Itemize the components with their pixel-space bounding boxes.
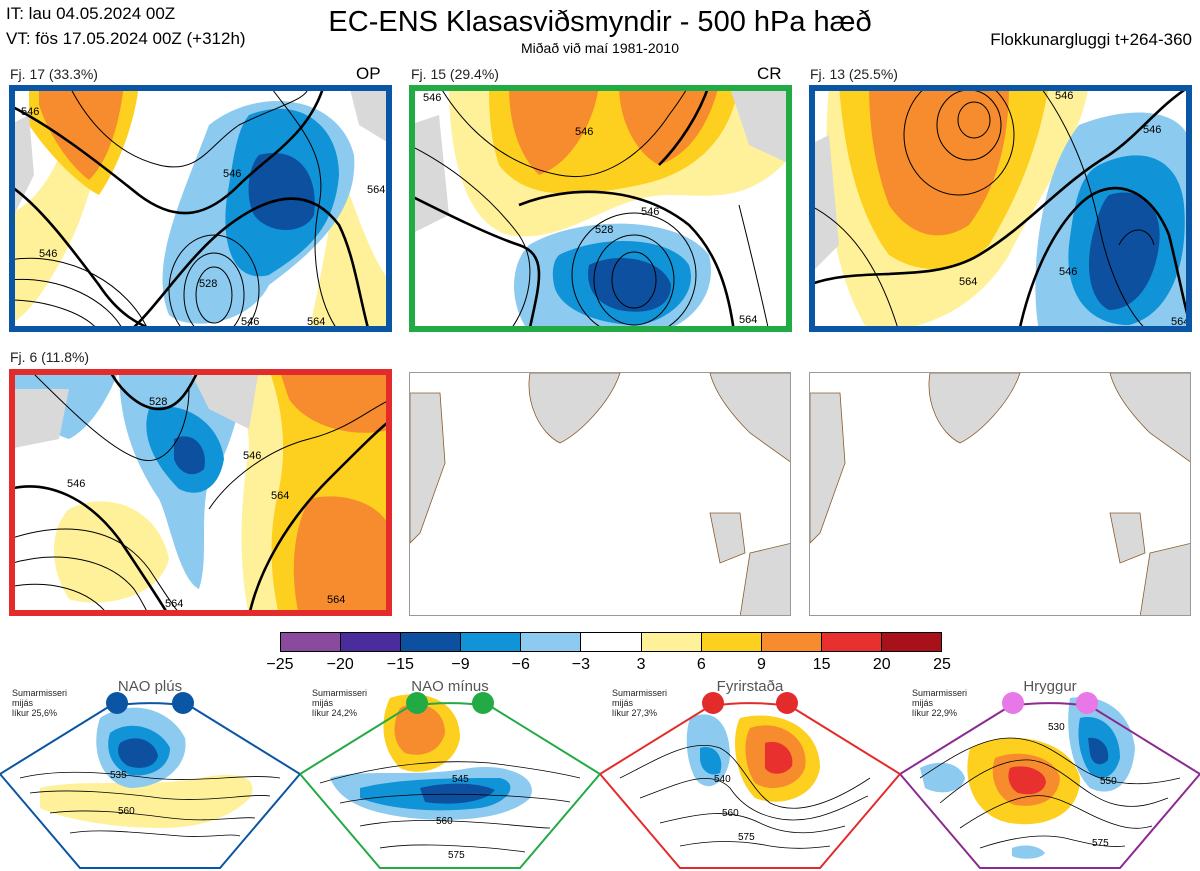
regime-title: Fyrirstaða [716, 678, 784, 695]
contour-label: 564 [959, 276, 977, 288]
contour-label: 528 [149, 396, 167, 408]
colorbar-swatch [701, 633, 762, 651]
colorbar-swatch [461, 633, 522, 651]
contour-label: 546 [223, 168, 241, 180]
contour-label: 540 [714, 774, 731, 785]
cluster-map-4: 528 546 546 564 564 564 [9, 369, 392, 616]
regime-note: Sumarmisseri mijás líkur 22,9% [912, 688, 968, 718]
colorbar-tick-label: −9 [451, 656, 470, 673]
climatology-subtitle: Miðað við maí 1981-2010 [521, 40, 679, 56]
contour-label: 546 [1055, 90, 1073, 102]
contour-label: 530 [1048, 722, 1065, 733]
contour-label: 550 [1100, 776, 1117, 787]
regime-blocking: 540 560 575 Fyrirstaða Sumarmisseri mijás… [600, 678, 900, 871]
regime-note: Sumarmisseri mijás líkur 27,3% [612, 688, 668, 718]
cluster-label-3: Fj. 13 (25.5%) [810, 66, 898, 82]
contour-label: 546 [67, 478, 85, 490]
contour-label: 546 [423, 92, 441, 104]
contour-label: 575 [738, 832, 755, 843]
contour-label: 560 [118, 806, 135, 817]
colorbar-tick-label: 15 [812, 656, 831, 673]
colorbar-swatch [521, 633, 582, 651]
regime-title: Hryggur [1023, 678, 1077, 695]
regime-dot-right [472, 692, 494, 714]
cluster-map-3: 546 546 564 546 564 [809, 85, 1192, 332]
colorbar-tick-label: −20 [326, 656, 354, 673]
contour-label: 546 [243, 450, 261, 462]
colorbar-tick-label: 3 [636, 656, 646, 673]
colorbar-swatch [401, 633, 462, 651]
colorbar-tick-label: −25 [266, 656, 294, 673]
contour-label: 528 [199, 278, 217, 290]
colorbar-tick-label: 20 [872, 656, 891, 673]
colorbar-tick-label: 25 [933, 656, 951, 673]
colorbar-tick-label: 6 [696, 656, 706, 673]
colorbar-swatch [821, 633, 882, 651]
cluster-tag-2: CR [757, 64, 782, 83]
anomaly-colorbar [280, 632, 942, 652]
contour-label: 546 [39, 248, 57, 260]
colorbar-swatch [581, 633, 642, 651]
contour-label: 575 [448, 850, 465, 861]
regime-ridge: 530 550 575 Hryggur Sumarmisseri mijás lík… [900, 678, 1200, 871]
colorbar-swatch [641, 633, 702, 651]
regime-dot-left [106, 692, 128, 714]
regime-dot-left [1002, 692, 1024, 714]
colorbar-tick-label: 9 [757, 656, 766, 673]
regime-note: Sumarmisseri mijás líkur 24,2% [312, 688, 368, 718]
regime-dot-left [702, 692, 724, 714]
colorbar-swatch [881, 633, 942, 651]
contour-label: 564 [307, 316, 325, 328]
contour-label: 546 [575, 126, 593, 138]
initial-time: IT: lau 04.05.2024 00Z [6, 4, 176, 23]
contour-label: 546 [641, 206, 659, 218]
colorbar-swatch [281, 633, 342, 651]
contour-label: 528 [595, 224, 613, 236]
contour-label: 546 [21, 106, 39, 118]
cluster-map-1: 546 546 564 528 546 564 546 [9, 85, 392, 332]
contour-label: 535 [110, 770, 127, 781]
contour-label: 560 [436, 816, 453, 827]
colorbar-tick-label: −15 [386, 656, 414, 673]
contour-label: 564 [327, 594, 345, 606]
cluster-map-2: 546 546 528 546 564 [409, 85, 792, 332]
cluster-tag-1: OP [356, 64, 381, 83]
contour-label: 546 [241, 316, 259, 328]
regime-dot-right [172, 692, 194, 714]
valid-time: VT: fös 17.05.2024 00Z (+312h) [6, 29, 246, 48]
contour-label: 564 [165, 598, 183, 610]
regime-title: NAO mínus [411, 678, 489, 695]
colorbar-tick-label: −6 [511, 656, 530, 673]
regime-note: Sumarmisseri mijás líkur 25,6% [12, 688, 68, 718]
contour-label: 575 [1092, 838, 1109, 849]
contour-label: 564 [271, 490, 289, 502]
colorbar-swatch [761, 633, 822, 651]
regime-dot-left [406, 692, 428, 714]
contour-label: 564 [739, 314, 757, 326]
empty-map-6 [809, 372, 1191, 616]
regime-title: NAO plús [117, 678, 183, 695]
regime-nao-plus: 535 560 NAO plús Sumarmisseri mijás líkur … [0, 678, 300, 871]
colorbar-swatch [341, 633, 402, 651]
colorbar-tick-label: −3 [571, 656, 591, 673]
contour-label: 545 [452, 774, 469, 785]
page-title: EC-ENS Klasasviðsmyndir - 500 hPa hæð [328, 6, 872, 38]
regime-dot-right [1076, 692, 1098, 714]
regime-nao-minus: 545 560 575 NAO mínus Sumarmisseri mijás l… [300, 678, 600, 871]
cluster-label-1: Fj. 17 (33.3%) [10, 66, 98, 82]
empty-map-5 [409, 372, 791, 616]
contour-label: 546 [1143, 124, 1161, 136]
contour-label: 546 [1059, 266, 1077, 278]
cluster-label-4: Fj. 6 (11.8%) [10, 349, 90, 365]
classification-window: Flokkunargluggi t+264-360 [990, 30, 1192, 49]
cluster-label-2: Fj. 15 (29.4%) [411, 66, 499, 82]
contour-label: 564 [1171, 316, 1189, 328]
contour-label: 564 [367, 184, 385, 196]
contour-label: 560 [722, 808, 739, 819]
regime-dot-right [776, 692, 798, 714]
